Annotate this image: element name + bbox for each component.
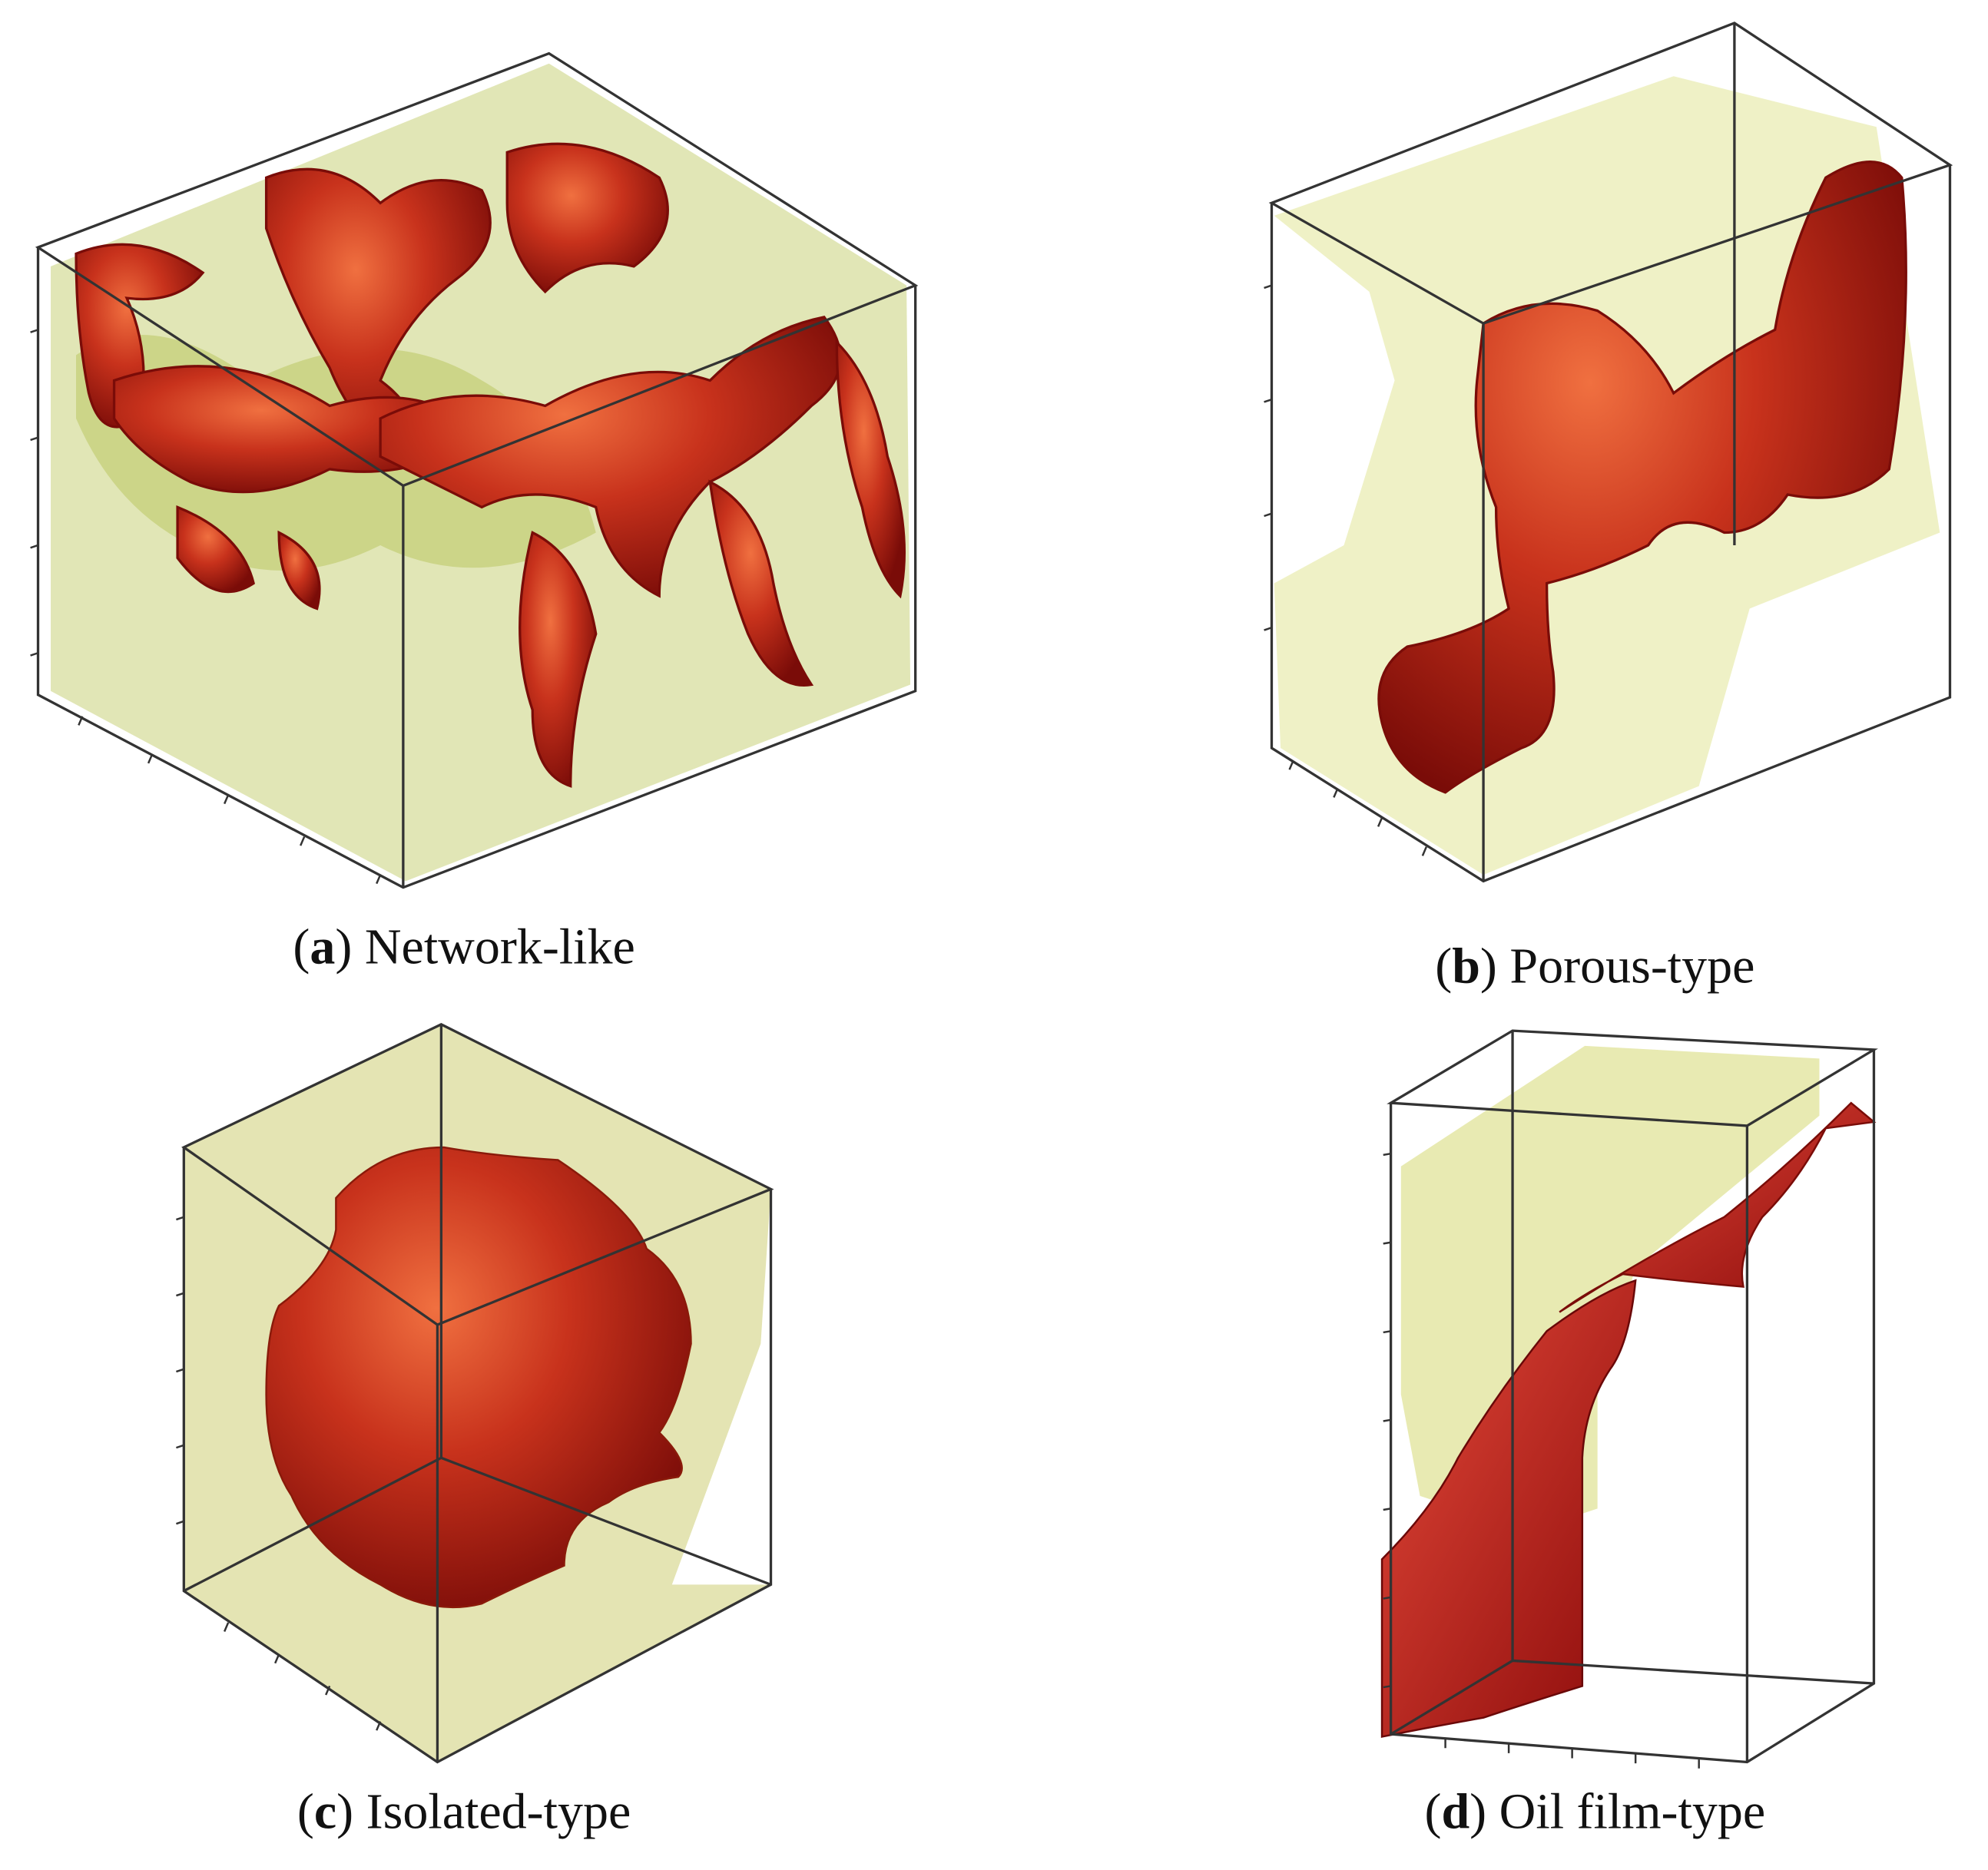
bounding-box bbox=[181, 1023, 774, 1764]
bounding-box bbox=[1268, 22, 1953, 883]
caption-text: Oil film-type bbox=[1499, 1783, 1766, 1839]
panel-d: (d) Oil film-type bbox=[1380, 1029, 1878, 1839]
caption-letter: a bbox=[310, 919, 335, 975]
caption-close: ) bbox=[336, 1783, 353, 1839]
oil-film bbox=[1380, 1279, 1637, 1738]
axis-ticks bbox=[176, 1216, 382, 1731]
caption: (c) Isolated-type bbox=[297, 1783, 631, 1839]
oil-network bbox=[75, 142, 906, 788]
caption-letter: d bbox=[1441, 1783, 1469, 1839]
bounding-box bbox=[1387, 1029, 1878, 1764]
oil-film bbox=[1559, 1101, 1877, 1313]
caption-close: ) bbox=[335, 919, 352, 975]
caption-open: ( bbox=[293, 919, 310, 975]
oil-blob bbox=[1377, 161, 1907, 794]
caption-open: ( bbox=[297, 1783, 314, 1839]
caption-open: ( bbox=[1424, 1783, 1441, 1839]
caption: (a) Network-like bbox=[293, 919, 635, 975]
axis-ticks bbox=[30, 329, 382, 885]
caption-text: Isolated-type bbox=[366, 1783, 631, 1839]
caption-text: Network-like bbox=[365, 919, 635, 975]
caption-text: Porous-type bbox=[1509, 938, 1754, 994]
axis-ticks bbox=[1383, 1152, 1700, 1769]
panel-a: (a) Network-like bbox=[30, 51, 919, 975]
caption-letter: c bbox=[314, 1783, 336, 1839]
caption-close: ) bbox=[1480, 938, 1497, 994]
panel-c: (c) Isolated-type bbox=[176, 1023, 774, 1839]
caption: (d) Oil film-type bbox=[1424, 1783, 1765, 1839]
axis-ticks bbox=[1264, 284, 1427, 856]
caption-close: ) bbox=[1469, 1783, 1486, 1839]
caption-letter: b bbox=[1452, 938, 1480, 994]
caption: (b) Porous-type bbox=[1435, 938, 1754, 994]
caption-open: ( bbox=[1435, 938, 1452, 994]
panel-b: (b) Porous-type bbox=[1264, 22, 1953, 994]
